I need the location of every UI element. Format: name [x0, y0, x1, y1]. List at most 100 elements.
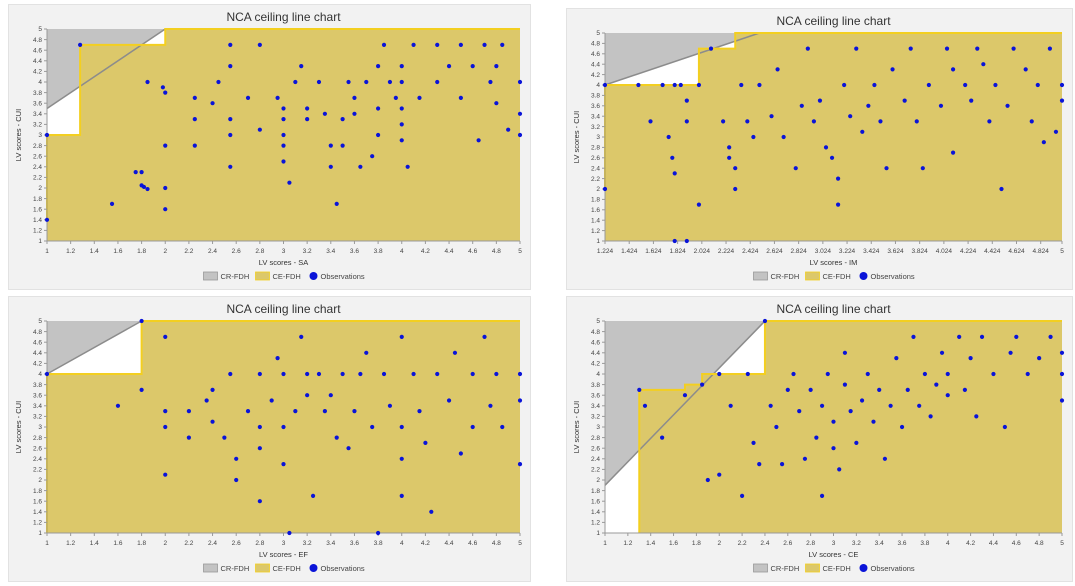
x-tick-label: 3.8 [920, 540, 929, 547]
observation-point [979, 334, 985, 339]
observation-point [808, 387, 813, 392]
observation-point [429, 509, 434, 514]
observation-point [682, 393, 688, 398]
y-tick-label: 3.2 [33, 122, 42, 129]
x-tick-label: 2.424 [742, 248, 759, 255]
observation-point [160, 85, 165, 90]
observation-point [287, 180, 292, 185]
x-tick-label: 2.4 [760, 540, 769, 547]
x-tick-label: 3.4 [326, 248, 335, 255]
observation-point [334, 435, 339, 440]
y-tick-label: 2.2 [591, 467, 600, 474]
observation-point [163, 143, 168, 148]
observation-point [945, 393, 950, 398]
y-axis-label: LV scores - CUI [14, 401, 23, 453]
observation-point [672, 238, 677, 244]
nca-chart-ef: NCA ceiling line chart 1 1.2 1.4 1.6 1.8 2 2.2 2… [14, 302, 523, 573]
observation-point [517, 371, 523, 377]
observation-point [975, 46, 980, 51]
observation-point [163, 207, 168, 212]
observation-point [660, 82, 665, 88]
x-tick-label: 2.8 [255, 248, 264, 255]
cr-fdh-line [604, 32, 760, 86]
x-tick-label: 2.4 [208, 540, 217, 547]
observation-point [779, 462, 785, 467]
y-tick-label: 3.6 [33, 100, 42, 107]
y-tick-label: 2.8 [33, 143, 42, 150]
x-tick-label: 3.8 [374, 248, 383, 255]
observation-point [141, 184, 147, 190]
x-tick-label: 1 [603, 540, 607, 547]
observation-point [757, 82, 762, 88]
observation-point [210, 387, 215, 392]
x-tick-label: 3.024 [815, 248, 832, 255]
x-tick-label: 2.8 [255, 540, 264, 547]
legend-label: CE-FDH [823, 564, 851, 573]
observation-point [364, 79, 369, 85]
observation-point [648, 119, 653, 124]
legend-swatch-cr-fdh [203, 271, 218, 281]
observation-point [825, 371, 830, 377]
observation-point [139, 387, 144, 392]
observation-point [281, 424, 286, 430]
observation-point [848, 409, 853, 414]
chart-title: NCA ceiling line chart [776, 302, 891, 316]
observation-point [882, 456, 888, 461]
y-tick-label: 5 [38, 318, 42, 325]
observation-point [745, 119, 750, 124]
legend-label: Observations [871, 564, 915, 573]
observation-point [275, 95, 280, 100]
cr-fdh-region [605, 33, 760, 85]
observation-point [696, 82, 702, 88]
legend-swatch-observations [859, 564, 868, 572]
observation-point [963, 82, 968, 88]
y-tick-label: 3.2 [33, 414, 42, 421]
observation-point [299, 334, 304, 339]
observation-point [346, 79, 351, 85]
x-tick-label: 3.624 [887, 248, 904, 255]
y-tick-label: 1.4 [33, 217, 42, 224]
observation-point [139, 170, 144, 175]
observation-point [922, 371, 927, 377]
observation-point [938, 103, 944, 108]
x-tick-label: 1 [45, 248, 49, 255]
observation-point [1048, 334, 1053, 339]
y-tick-label: 4 [596, 371, 600, 378]
y-tick-label: 5 [596, 30, 600, 37]
y-tick-label: 2.6 [33, 445, 42, 452]
x-tick-label: 1.8 [692, 540, 701, 547]
observation-point [145, 79, 150, 85]
x-tick-label: 1.424 [621, 248, 638, 255]
observation-point [602, 82, 608, 88]
observation-point [417, 409, 422, 414]
y-tick-label: 2.4 [33, 456, 42, 463]
observation-point [908, 46, 913, 51]
observation-point [1014, 334, 1019, 339]
x-tick-label: 1.8 [137, 540, 146, 547]
observation-point [316, 371, 322, 377]
observation-point [914, 119, 919, 124]
observation-point [733, 166, 738, 171]
x-tick-label: 4.8 [1035, 540, 1044, 547]
observation-point [245, 409, 251, 414]
y-tick-label: 4.2 [33, 361, 42, 368]
x-tick-label: 3.2 [303, 540, 312, 547]
y-tick-label: 3.2 [591, 124, 600, 131]
nca-chart-sa: NCA ceiling line chart 1 1.2 1.4 1.6 1.8 2 2.2 2… [14, 10, 522, 281]
x-tick-label: 4 [400, 540, 404, 547]
y-tick-label: 4 [38, 371, 42, 378]
legend-swatch-ce-fdh [255, 271, 270, 281]
y-tick-label: 1.6 [33, 206, 42, 213]
observation-point [1011, 46, 1016, 51]
observation-point [186, 409, 191, 414]
observation-point [877, 387, 882, 392]
chart-panel-sa: NCA ceiling line chart 1 1.2 1.4 1.6 1.8 2 2.2 2… [8, 4, 531, 290]
y-tick-label: 4.6 [33, 47, 42, 54]
y-tick-label: 1.6 [33, 498, 42, 505]
y-tick-label: 1.2 [33, 520, 42, 527]
x-tick-label: 4.424 [984, 248, 1001, 255]
x-tick-label: 3.824 [912, 248, 929, 255]
observation-point [774, 424, 779, 430]
cr-fdh-line [46, 28, 166, 110]
